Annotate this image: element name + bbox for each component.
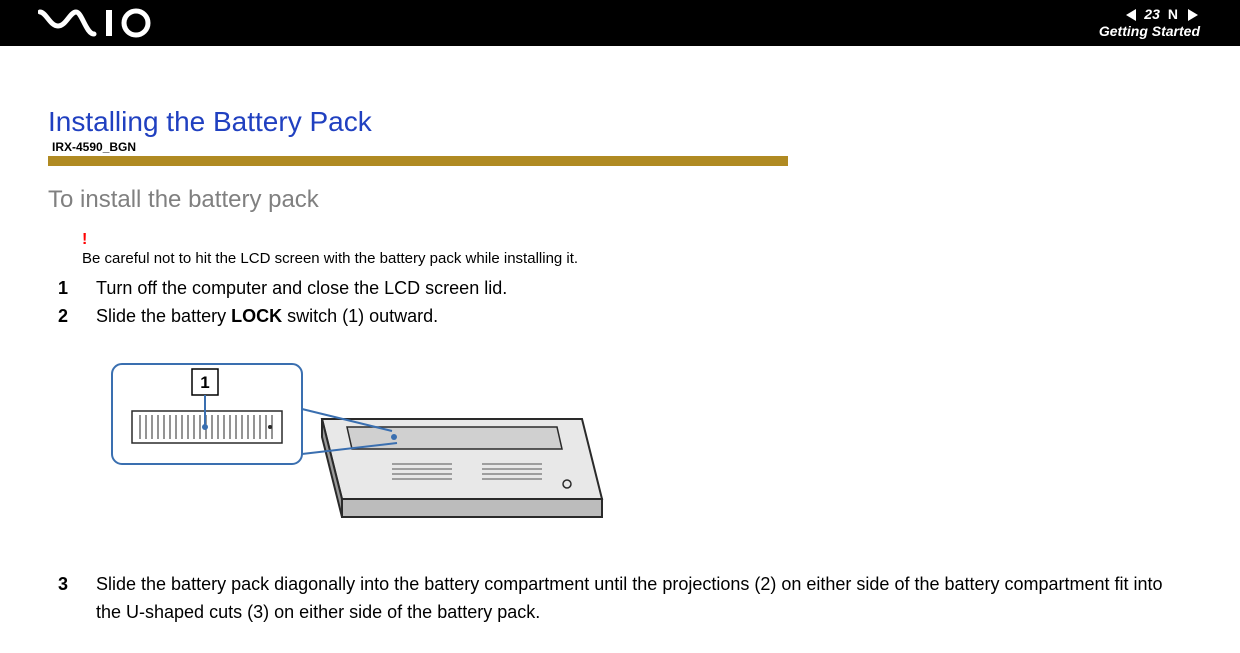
prev-page-icon[interactable] — [1124, 8, 1138, 22]
step-number: 3 — [58, 571, 96, 627]
warning-icon: ! — [82, 232, 1192, 248]
header-bar: 23 N Getting Started — [0, 0, 1240, 46]
section-title: Getting Started — [1099, 24, 1200, 39]
step-text-post: switch (1) outward. — [282, 306, 438, 326]
laptop-illustration — [322, 419, 602, 517]
warning-text: Be careful not to hit the LCD screen wit… — [82, 250, 1192, 267]
diagram: 1 — [92, 349, 1192, 559]
callout-box: 1 — [112, 364, 302, 464]
doc-code: IRX-4590_BGN — [52, 140, 1192, 154]
steps-list-continued: 3 Slide the battery pack diagonally into… — [58, 571, 1192, 627]
next-page-icon[interactable] — [1186, 8, 1200, 22]
step-text: Turn off the computer and close the LCD … — [96, 275, 1192, 303]
sub-heading: To install the battery pack — [48, 186, 1192, 214]
step-number: 1 — [58, 275, 96, 303]
vaio-logo — [38, 0, 168, 46]
step-item: 1 Turn off the computer and close the LC… — [58, 275, 1192, 303]
step-number: 2 — [58, 303, 96, 331]
step-item: 2 Slide the battery LOCK switch (1) outw… — [58, 303, 1192, 331]
title-rule — [48, 156, 788, 166]
page-number: 23 — [1144, 7, 1160, 22]
step-text-pre: Slide the battery — [96, 306, 231, 326]
steps-list: 1 Turn off the computer and close the LC… — [58, 275, 1192, 331]
step-item: 3 Slide the battery pack diagonally into… — [58, 571, 1192, 627]
step-text: Slide the battery pack diagonally into t… — [96, 571, 1192, 627]
warning-block: ! Be careful not to hit the LCD screen w… — [82, 232, 1192, 267]
page-content: Installing the Battery Pack IRX-4590_BGN… — [0, 46, 1240, 627]
letter-n: N — [1166, 7, 1180, 22]
step-text: Slide the battery LOCK switch (1) outwar… — [96, 303, 1192, 331]
page-title: Installing the Battery Pack — [48, 106, 1192, 138]
header-right: 23 N Getting Started — [1099, 7, 1200, 39]
page-nav: 23 N — [1124, 7, 1200, 22]
callout-label: 1 — [200, 373, 209, 392]
step-text-bold: LOCK — [231, 306, 282, 326]
